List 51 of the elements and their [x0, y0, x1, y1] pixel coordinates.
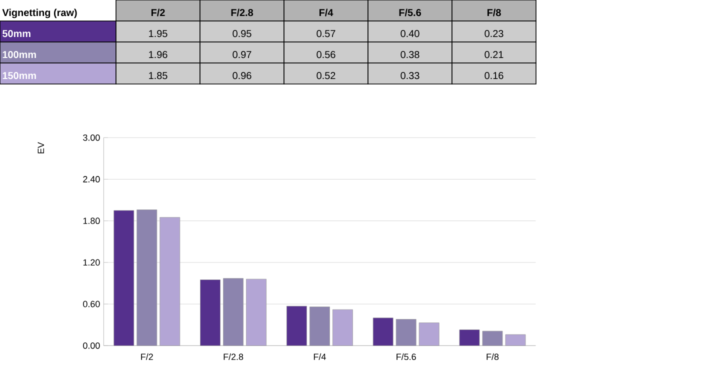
data-label: 0.95 [232, 30, 252, 38]
category-label: F/8 [487, 8, 501, 16]
data-label: 0.97 [232, 51, 252, 58]
data-label: 0.33 [400, 72, 420, 80]
x-tick-label: F/2.8 [224, 353, 244, 360]
bar [114, 210, 134, 346]
x-tick-label: F/2 [141, 353, 153, 360]
data-label: 0.40 [400, 30, 420, 38]
x-tick-label: F/5.6 [396, 353, 416, 360]
data-label: 1.96 [149, 51, 168, 58]
y-tick-label: 1.80 [83, 218, 100, 224]
category-label: F/4 [319, 8, 334, 16]
legend-title: Vignetting (raw) [2, 8, 77, 18]
bar [482, 330, 503, 346]
data-label: 0.52 [316, 72, 336, 80]
bar [246, 278, 266, 346]
bar [396, 319, 416, 346]
text: 50mm [2, 30, 30, 38]
category-label: F/2 [151, 8, 165, 16]
text: 100mm [2, 51, 36, 58]
data-label: 0.38 [400, 51, 420, 58]
bar [223, 278, 244, 346]
data-label: 1.95 [149, 30, 168, 38]
data-label: 0.23 [484, 30, 504, 38]
bar [309, 306, 330, 346]
bar [286, 306, 307, 346]
bar [200, 280, 220, 346]
text: 150mm [2, 72, 36, 80]
bar [332, 309, 353, 346]
bar [418, 322, 440, 346]
y-tick-label: 2.40 [83, 176, 100, 182]
data-label: 0.57 [316, 30, 336, 38]
category-label: F/5.6 [399, 8, 422, 16]
bar [160, 217, 180, 346]
bar [136, 210, 158, 346]
y-tick-label: 1.20 [83, 259, 100, 266]
y-tick-label: 0.60 [83, 300, 100, 308]
data-label: 0.16 [484, 72, 504, 80]
y-tick-label: 0.00 [83, 342, 100, 349]
bar [459, 329, 480, 346]
x-tick-label: F/4 [314, 353, 326, 360]
y-tick-label: 3.00 [83, 134, 100, 141]
bar [372, 318, 394, 346]
bar [505, 334, 526, 346]
data-label: 0.21 [484, 51, 504, 58]
data-label: 0.56 [316, 51, 336, 58]
data-label: 0.96 [232, 72, 252, 80]
data-label: 1.85 [149, 72, 168, 80]
x-tick-label: F/8 [486, 353, 499, 360]
category-label: F/2.8 [231, 8, 254, 16]
y-axis-title: EV [38, 142, 44, 154]
